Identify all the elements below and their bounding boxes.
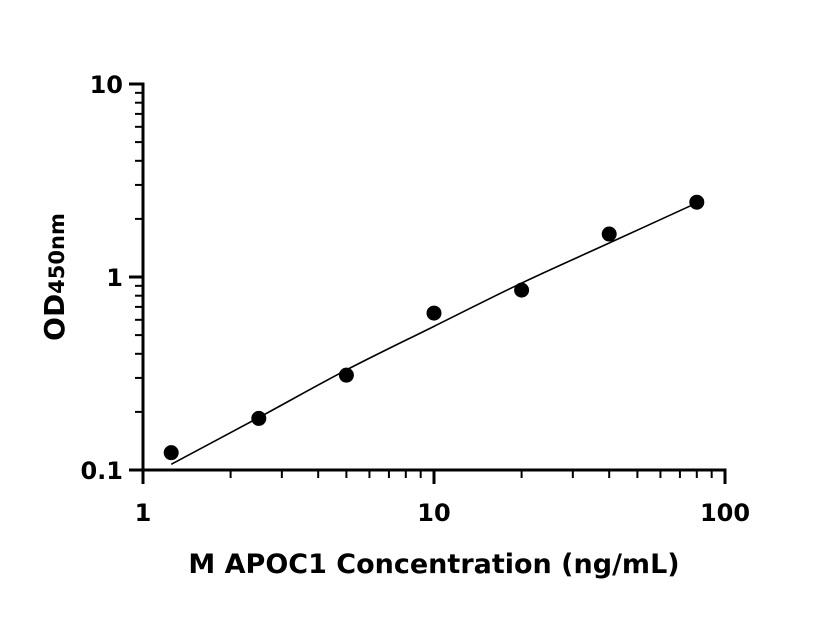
x-tick-label: 10 [417, 499, 450, 527]
data-point [338, 367, 354, 383]
data-point [251, 410, 267, 426]
x-tick-label: 100 [700, 499, 750, 527]
x-axis-title: M APOC1 Concentration (ng/mL) [188, 549, 679, 580]
tick-labels: 1 10 100 0.1 1 10 [80, 71, 750, 527]
y-tick-label: 0.1 [80, 457, 123, 485]
data-point [163, 445, 179, 461]
y-tick-label: 10 [90, 71, 123, 99]
data-point [601, 226, 617, 242]
data-point [514, 282, 530, 298]
y-axis-title: OD450nm [38, 213, 71, 341]
y-axis-title-subscript: 450nm [45, 213, 69, 294]
ticks [129, 82, 727, 484]
fit-curve [170, 202, 698, 466]
x-tick-label: 1 [135, 499, 152, 527]
y-axis-title-main: OD [38, 294, 71, 341]
data-points [163, 194, 705, 461]
axes [141, 82, 727, 472]
data-point [426, 305, 442, 321]
data-point [689, 194, 705, 210]
y-tick-label: 1 [106, 264, 123, 292]
